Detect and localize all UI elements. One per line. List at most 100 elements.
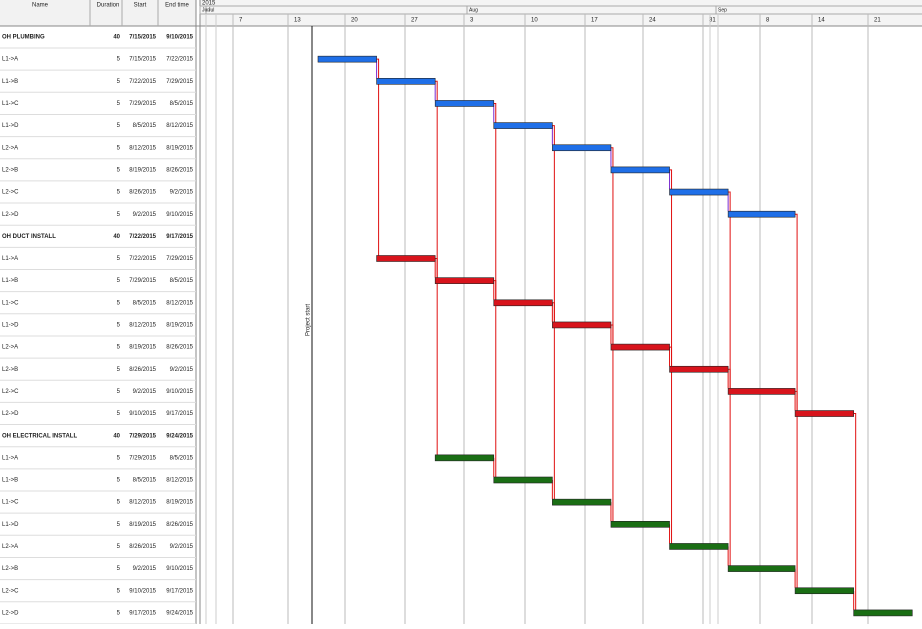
task-start: 8/5/2015 (133, 478, 157, 484)
task-duration: 5 (117, 367, 121, 373)
task-bar (610, 166, 670, 174)
task-start: 7/29/2015 (129, 433, 156, 439)
task-start: 7/29/2015 (129, 101, 156, 107)
task-duration: 5 (117, 544, 121, 550)
task-duration: 5 (117, 145, 121, 151)
week-label: 20 (351, 18, 358, 24)
task-bar (727, 388, 796, 395)
task-bar (376, 255, 436, 262)
task-duration: 40 (113, 35, 120, 41)
task-bar (434, 100, 495, 107)
task-name: L1->A (2, 57, 18, 63)
task-name: L1->D (2, 522, 19, 528)
task-bar (727, 210, 796, 218)
task-end: 7/29/2015 (166, 256, 193, 262)
task-start: 8/19/2015 (129, 167, 156, 173)
week-label: 7 (239, 18, 243, 24)
task-bar (493, 299, 553, 307)
task-end: 9/10/2015 (166, 566, 193, 572)
task-start: 8/26/2015 (129, 190, 156, 196)
task-start: 8/26/2015 (129, 367, 156, 373)
task-bar (552, 498, 612, 506)
column-header: Duration (97, 3, 120, 9)
task-end: 9/17/2015 (166, 588, 193, 594)
task-duration: 5 (117, 167, 121, 173)
task-name: OH PLUMBING (2, 35, 45, 41)
task-duration: 5 (117, 478, 121, 484)
task-name: L1->A (2, 455, 18, 461)
column-header: Start (134, 3, 147, 9)
task-start: 8/12/2015 (129, 145, 156, 151)
task-name: L2->A (2, 544, 18, 550)
task-end: 8/12/2015 (166, 300, 193, 306)
task-end: 8/12/2015 (166, 478, 193, 484)
task-end: 9/2/2015 (170, 367, 194, 373)
task-start: 9/2/2015 (133, 389, 157, 395)
task-end: 8/5/2015 (170, 278, 194, 284)
task-bar (669, 365, 729, 373)
task-duration: 5 (117, 79, 121, 85)
task-name: L2->C (2, 190, 19, 196)
task-start: 8/26/2015 (129, 544, 156, 550)
task-start: 8/19/2015 (129, 345, 156, 351)
task-duration: 40 (113, 433, 120, 439)
task-bar (552, 321, 612, 329)
task-end: 8/19/2015 (166, 500, 193, 506)
column-header: End time (165, 3, 189, 9)
task-duration: 5 (117, 101, 121, 107)
task-name: L2->B (2, 367, 18, 373)
task-start: 9/17/2015 (129, 610, 156, 616)
task-bar (853, 609, 913, 617)
task-start: 7/22/2015 (129, 79, 156, 85)
task-name: L2->B (2, 167, 18, 173)
week-label: 27 (411, 18, 418, 24)
task-bar (610, 520, 670, 528)
week-label: 3 (470, 18, 474, 24)
task-bar (794, 587, 854, 595)
table-header (0, 0, 196, 26)
week-label: 13 (294, 18, 301, 24)
task-name: L1->A (2, 256, 18, 262)
task-duration: 5 (117, 522, 121, 528)
timeline-header (200, 0, 922, 26)
task-name: L1->B (2, 478, 18, 484)
task-end: 9/24/2015 (166, 610, 193, 616)
task-name: L1->C (2, 300, 19, 306)
task-name: L2->D (2, 610, 19, 616)
task-start: 7/22/2015 (129, 256, 156, 262)
task-duration: 5 (117, 256, 121, 262)
month-label: Sep (718, 7, 727, 13)
task-start: 9/2/2015 (133, 566, 157, 572)
month-label: Jul (208, 7, 214, 13)
task-name: L1->B (2, 79, 18, 85)
task-name: L1->C (2, 101, 19, 107)
week-label: 21 (874, 18, 881, 24)
task-start: 9/10/2015 (129, 411, 156, 417)
task-bar (669, 188, 729, 196)
task-duration: 5 (117, 566, 121, 572)
task-end: 7/29/2015 (166, 79, 193, 85)
month-label: Aug (469, 7, 478, 13)
task-name: L2->D (2, 411, 19, 417)
task-duration: 5 (117, 323, 121, 329)
task-bar (610, 343, 670, 351)
task-name: L1->D (2, 123, 19, 129)
task-bar (552, 144, 612, 152)
task-bar (669, 543, 729, 550)
task-name: L2->B (2, 566, 18, 572)
task-duration: 5 (117, 190, 121, 196)
week-label: 14 (818, 18, 825, 24)
task-start: 8/19/2015 (129, 522, 156, 528)
task-duration: 5 (117, 300, 121, 306)
task-start: 8/5/2015 (133, 300, 157, 306)
task-end: 8/26/2015 (166, 167, 193, 173)
task-end: 9/10/2015 (166, 389, 193, 395)
task-end: 8/26/2015 (166, 522, 193, 528)
week-label: 31 (709, 18, 716, 24)
task-name: L2->C (2, 588, 19, 594)
task-end: 9/24/2015 (166, 433, 193, 439)
task-end: 9/2/2015 (170, 190, 194, 196)
task-name: L2->A (2, 145, 18, 151)
